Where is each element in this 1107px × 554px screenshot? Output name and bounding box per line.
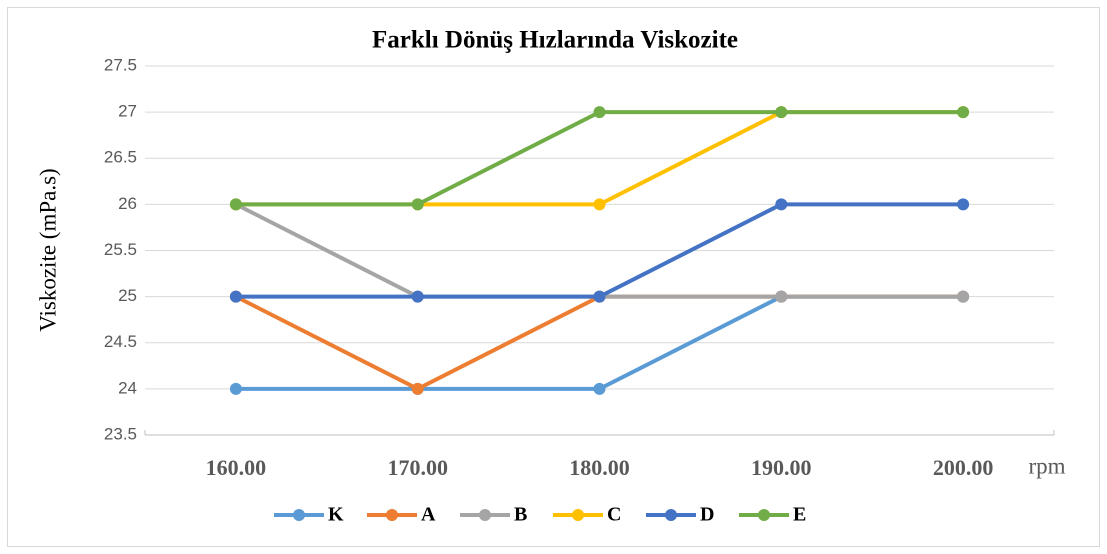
point <box>411 382 424 395</box>
legend-label: E <box>793 504 806 526</box>
legend-label: D <box>700 504 714 526</box>
x-tick-label: 180.00 <box>569 455 630 480</box>
point <box>775 290 788 303</box>
y-tick-label: 27 <box>118 102 137 121</box>
point <box>229 382 242 395</box>
point <box>411 198 424 211</box>
point <box>593 198 606 211</box>
y-tick-label: 25 <box>118 286 137 305</box>
x-tick-label: 200.00 <box>933 455 994 480</box>
point <box>775 198 788 211</box>
chart-title: Farklı Dönüş Hızlarında Viskozite <box>372 27 738 54</box>
legend-label: C <box>607 504 621 526</box>
chart-border <box>7 7 1100 547</box>
y-tick-label: 26 <box>118 194 137 213</box>
point <box>411 290 424 303</box>
point <box>957 106 970 119</box>
y-tick-label: 26.5 <box>104 148 137 167</box>
legend-marker <box>572 509 584 521</box>
point <box>593 106 606 119</box>
legend-label: A <box>421 504 436 526</box>
legend-marker <box>386 509 398 521</box>
point <box>229 198 242 211</box>
x-tick-label: 160.00 <box>206 455 267 480</box>
point <box>229 290 242 303</box>
legend-label: B <box>514 504 527 526</box>
legend-marker <box>293 509 305 521</box>
point <box>957 290 970 303</box>
point <box>775 106 788 119</box>
y-tick-label: 23.5 <box>104 424 137 443</box>
x-tick-label: 190.00 <box>751 455 812 480</box>
legend-marker <box>665 509 677 521</box>
y-tick-label: 27.5 <box>104 55 137 74</box>
point <box>957 198 970 211</box>
legend-marker <box>479 509 491 521</box>
y-tick-label: 24 <box>118 378 137 397</box>
legend-marker <box>758 509 770 521</box>
x-unit: rpm <box>1028 453 1065 478</box>
legend-label: K <box>328 504 344 526</box>
y-axis-title: Viskozite (mPa.s) <box>35 168 60 331</box>
point <box>593 290 606 303</box>
point <box>593 382 606 395</box>
x-tick-label: 170.00 <box>387 455 448 480</box>
y-tick-label: 24.5 <box>104 332 137 351</box>
y-tick-label: 25.5 <box>104 240 137 259</box>
